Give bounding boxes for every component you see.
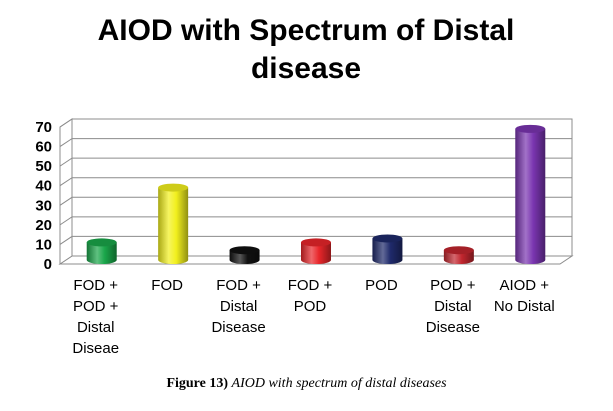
x-tick-label: POD [365, 277, 398, 294]
chart-title-line-2: disease [251, 52, 361, 85]
caption-label: Figure 13) [166, 376, 229, 391]
figure-caption: Figure 13) AIOD with spectrum of distal … [0, 376, 613, 392]
x-tick-label: FOD [151, 277, 183, 294]
bar [158, 183, 189, 264]
y-tick-label: 10 [35, 236, 52, 253]
bar-body [301, 242, 331, 264]
y-tick-label: 0 [44, 256, 52, 273]
caption-text: AIOD with spectrum of distal diseases [231, 376, 447, 391]
y-tick-label: 50 [35, 158, 52, 175]
gridline [59, 118, 572, 128]
bar [515, 124, 546, 264]
gridline [59, 235, 572, 245]
bar-top [158, 183, 189, 192]
x-tick-label: FOD + POD [288, 277, 333, 315]
bar [443, 246, 474, 264]
bar-top [229, 246, 260, 255]
x-tick-label: FOD + POD + Distal Diseae [72, 277, 119, 357]
x-tick-label: POD + Distal Disease [426, 277, 480, 336]
bar-top [301, 238, 331, 247]
x-tick-label: FOD + Distal Disease [211, 277, 265, 336]
gridline [59, 138, 572, 147]
bar-body [158, 187, 189, 264]
bar-top [443, 246, 474, 255]
bar [301, 238, 331, 264]
bar-body [515, 128, 546, 264]
y-tick-label: 70 [35, 119, 52, 136]
gridline [59, 196, 572, 206]
bar-body [372, 238, 403, 264]
bar-top [372, 234, 403, 243]
gridlines [59, 118, 572, 245]
plot-side-wall [59, 118, 73, 265]
y-tick-label: 60 [35, 139, 52, 156]
x-tick-label: AIOD + No Distal [494, 277, 555, 315]
plot-back-wall [71, 118, 573, 257]
y-axis: 0 10 20 30 40 50 60 70 [35, 119, 52, 273]
chart: AIOD with Spectrum of Distal disease 0 10… [35, 14, 574, 357]
x-axis-labels: FOD + POD + Distal Diseae FOD FOD + Distal Dise… [72, 277, 554, 357]
bar-body [86, 242, 117, 264]
gridline [59, 177, 572, 187]
bar [86, 238, 117, 264]
bars [86, 124, 546, 264]
chart-title-line-1: AIOD with Spectrum of Distal [98, 14, 515, 47]
bar [372, 234, 403, 264]
bar-top [515, 124, 546, 133]
bar [229, 246, 260, 264]
y-tick-label: 20 [35, 217, 52, 234]
bar-top [86, 238, 117, 247]
y-tick-label: 30 [35, 197, 52, 214]
gridline [59, 216, 572, 226]
gridline [59, 157, 572, 167]
y-tick-label: 40 [35, 178, 52, 195]
